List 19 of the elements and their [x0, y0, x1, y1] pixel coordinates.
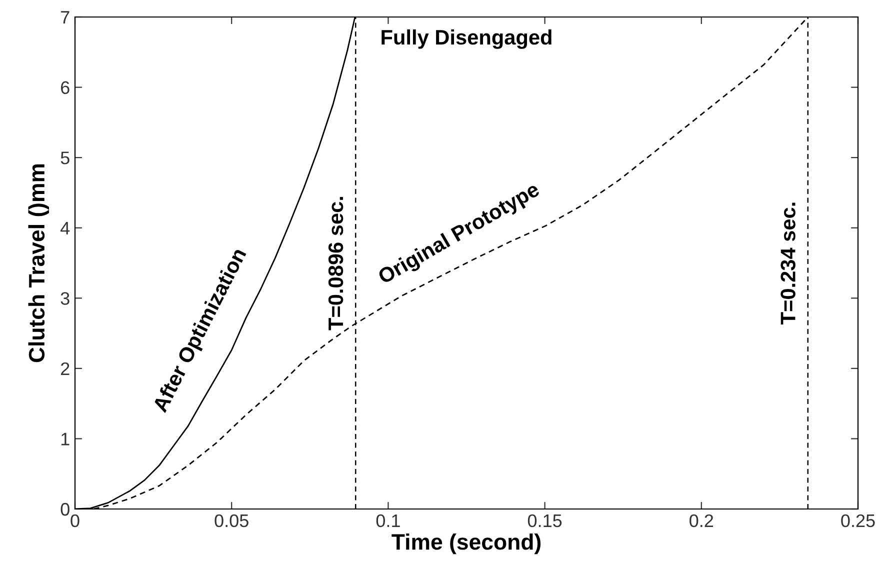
- x-tick-label: 0.15: [528, 514, 562, 528]
- x-axis-title: Time (second): [392, 533, 541, 554]
- x-tick-label: 0.05: [214, 514, 248, 528]
- y-tick-label: 2: [61, 362, 70, 375]
- y-tick-label: 3: [60, 292, 70, 305]
- ref-line-label: T=0.0896 sec.: [328, 196, 344, 330]
- x-tick-label: 0.1: [376, 514, 400, 528]
- y-tick-label: 5: [60, 152, 70, 164]
- x-tick-label: 0: [70, 514, 80, 528]
- y-tick-label: 0: [60, 502, 70, 516]
- y-tick-label: 4: [60, 222, 70, 234]
- y-tick-label: 7: [61, 11, 70, 24]
- y-tick-label: 6: [61, 81, 70, 94]
- ref-line-label: T=0.234 sec.: [780, 202, 796, 324]
- y-axis-title: Clutch Travel ()mm: [28, 164, 49, 362]
- annotation: Fully Disengaged: [382, 29, 552, 49]
- x-tick-label: 0.25: [841, 514, 875, 528]
- y-tick-label: 1: [61, 432, 70, 446]
- x-tick-label: 0.2: [690, 514, 714, 528]
